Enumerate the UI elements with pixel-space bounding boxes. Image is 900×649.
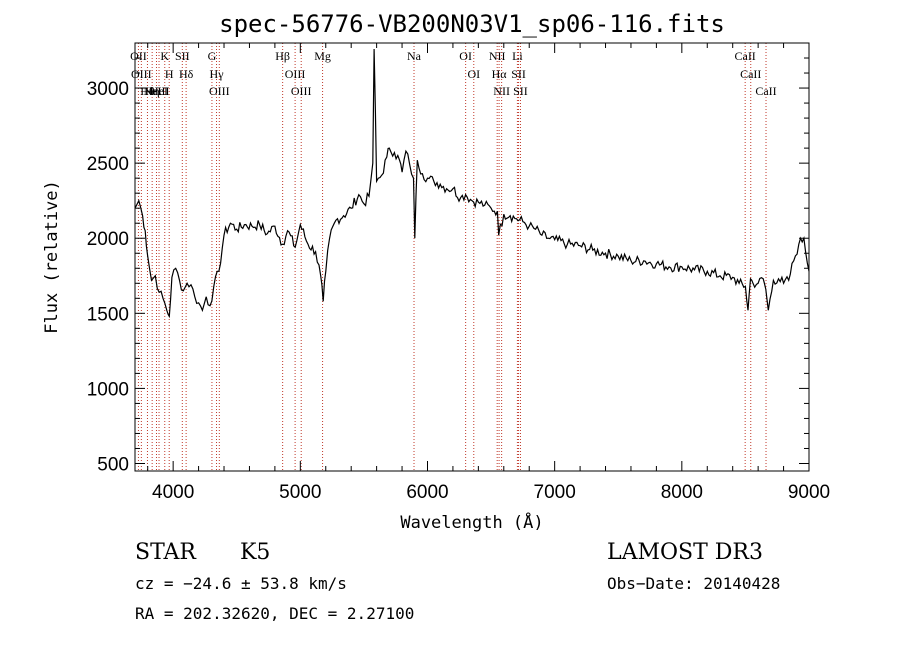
line-label-8: SII (175, 49, 190, 63)
x-tick-label-2: 6000 (406, 482, 448, 503)
y-tick-label-0: 500 (97, 454, 129, 475)
line-label-25: SII (513, 84, 528, 98)
line-label-13: Hβ (275, 49, 290, 63)
redshift-velocity: cz = −24.6 ± 53.8 km/s (135, 574, 347, 593)
line-label-4: NeIII (143, 84, 169, 98)
line-label-21: Hα (492, 67, 508, 81)
chart-title: spec-56776-VB200N03V1_sp06-116.fits (219, 10, 725, 38)
flux-series-line (134, 48, 810, 319)
line-label-2: Hθ (140, 84, 155, 98)
x-tick-label-1: 5000 (279, 482, 321, 503)
y-tick-label-1: 1000 (87, 379, 129, 400)
object-class: STAR (135, 540, 196, 565)
sky-coordinates: RA = 202.32620, DEC = 2.27100 (135, 604, 415, 623)
y-tick-label-4: 2500 (87, 154, 129, 175)
object-subclass: K5 (240, 540, 271, 565)
line-label-19: OI (467, 67, 480, 81)
y-tick-label-3: 2000 (87, 229, 129, 250)
x-tick-label-3: 7000 (534, 482, 576, 503)
line-label-10: G (208, 49, 217, 63)
line-label-12: OIII (209, 84, 230, 98)
emission-line-markers (137, 43, 767, 471)
x-tick-label-4: 8000 (661, 482, 703, 503)
line-label-11: Hγ (210, 67, 225, 81)
line-label-14: OIII (285, 67, 306, 81)
line-label-26: CaII (734, 49, 755, 63)
line-label-17: Na (407, 49, 422, 63)
emission-line-labels: OIIOIIIHθHηNeIIIHeIKHSIIHδGHγOIIIHβOIIIO… (130, 49, 777, 98)
line-label-22: NII (493, 84, 510, 98)
line-label-20: NII (489, 49, 506, 63)
y-axis-ticks: 500 1000 1500 2000 2500 3000 (87, 42, 809, 475)
x-tick-label-5: 9000 (788, 482, 830, 503)
y-tick-label-5: 3000 (87, 79, 129, 100)
line-label-28: CaII (755, 84, 776, 98)
line-label-18: OI (459, 49, 472, 63)
observation-date: Obs−Date: 20140428 (607, 574, 781, 593)
line-label-1: OIII (131, 67, 152, 81)
y-tick-label-2: 1500 (87, 304, 129, 325)
x-axis-ticks: 4000 5000 6000 7000 8000 9000 (147, 43, 830, 503)
y-axis-label: Flux (relative) (42, 180, 62, 334)
line-label-24: SII (511, 67, 526, 81)
line-label-5: HeI (150, 84, 168, 98)
line-label-3: Hη (145, 84, 160, 98)
line-label-0: OII (130, 49, 147, 63)
line-label-6: K (160, 49, 169, 63)
x-tick-label-0: 4000 (152, 482, 194, 503)
line-label-27: CaII (740, 67, 761, 81)
line-label-15: OIII (291, 84, 312, 98)
line-label-7: H (165, 67, 174, 81)
line-label-9: Hδ (179, 67, 194, 81)
line-label-23: Li (512, 49, 523, 63)
line-label-16: Mg (314, 49, 331, 63)
survey-name: LAMOST DR3 (607, 540, 763, 565)
x-axis-label: Wavelength (Å) (400, 511, 543, 533)
plot-frame (134, 42, 810, 472)
